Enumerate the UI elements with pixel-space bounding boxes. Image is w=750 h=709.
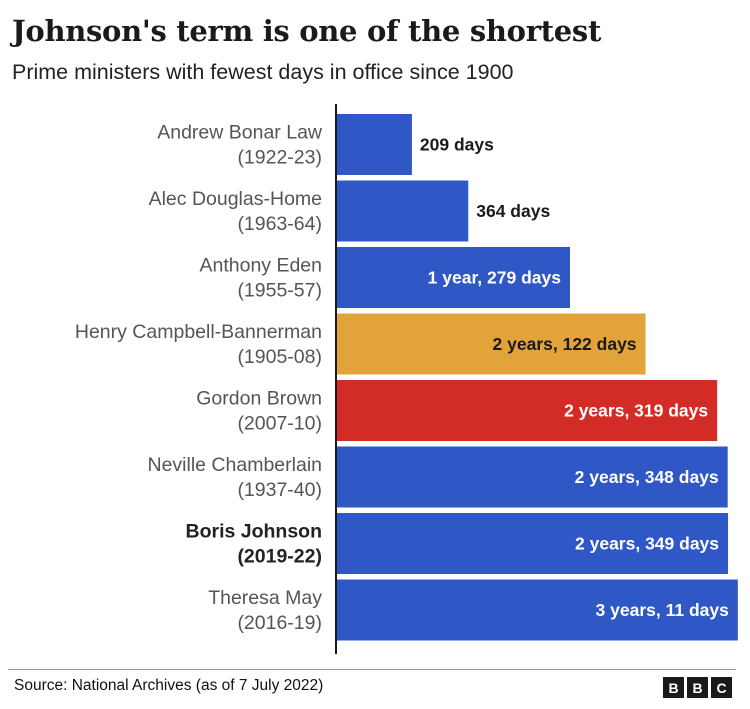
chart-title: Johnson's term is one of the shortest bbox=[12, 14, 602, 48]
bar-value-label: 2 years, 122 days bbox=[493, 334, 637, 354]
category-label-years: (2019-22) bbox=[237, 546, 322, 568]
category-label-name: Gordon Brown bbox=[196, 388, 322, 410]
category-label-name: Andrew Bonar Law bbox=[157, 122, 323, 144]
category-label-years: (1963-64) bbox=[237, 213, 322, 235]
category-label-name: Henry Campbell-Bannerman bbox=[75, 321, 322, 343]
bar bbox=[336, 579, 738, 641]
bbc-logo: B B C bbox=[663, 677, 732, 698]
category-label-name: Boris Johnson bbox=[185, 521, 322, 543]
bar-value-label: 364 days bbox=[476, 201, 550, 221]
bar bbox=[336, 380, 718, 441]
category-label-name: Neville Chamberlain bbox=[148, 454, 323, 476]
category-label-years: (1955-57) bbox=[237, 280, 322, 302]
bar bbox=[336, 313, 646, 375]
bar bbox=[336, 513, 729, 574]
bar-value-label: 3 years, 11 days bbox=[596, 600, 730, 620]
bar bbox=[336, 114, 412, 175]
bbc-logo-letter: C bbox=[711, 677, 732, 698]
bar-value-label: 2 years, 319 days bbox=[564, 401, 708, 421]
category-label-years: (2016-19) bbox=[237, 612, 322, 634]
bbc-logo-letter: B bbox=[687, 677, 708, 698]
category-label-years: (1922-23) bbox=[237, 147, 322, 169]
bar-value-label: 209 days bbox=[420, 135, 494, 155]
bar bbox=[336, 247, 570, 308]
category-label-years: (1937-40) bbox=[237, 479, 322, 501]
footer-divider bbox=[8, 669, 736, 670]
category-label-years: (1905-08) bbox=[237, 346, 322, 368]
bar bbox=[336, 180, 469, 242]
category-label-years: (2007-10) bbox=[237, 413, 322, 435]
category-label-name: Alec Douglas-Home bbox=[149, 188, 322, 210]
bar-value-label: 1 year, 279 days bbox=[428, 268, 562, 288]
bar-value-label: 2 years, 348 days bbox=[575, 467, 719, 487]
bar bbox=[336, 446, 728, 508]
bar-value-label: 2 years, 349 days bbox=[575, 534, 719, 554]
bbc-logo-letter: B bbox=[663, 677, 684, 698]
category-label-name: Anthony Eden bbox=[199, 255, 322, 277]
bar-chart: 209 days Andrew Bonar Law (1922-23) 364 day… bbox=[75, 104, 738, 654]
chart-subtitle: Prime ministers with fewest days in offi… bbox=[12, 60, 514, 84]
source-note: Source: National Archives (as of 7 July … bbox=[14, 677, 324, 694]
category-label-name: Theresa May bbox=[208, 587, 322, 609]
